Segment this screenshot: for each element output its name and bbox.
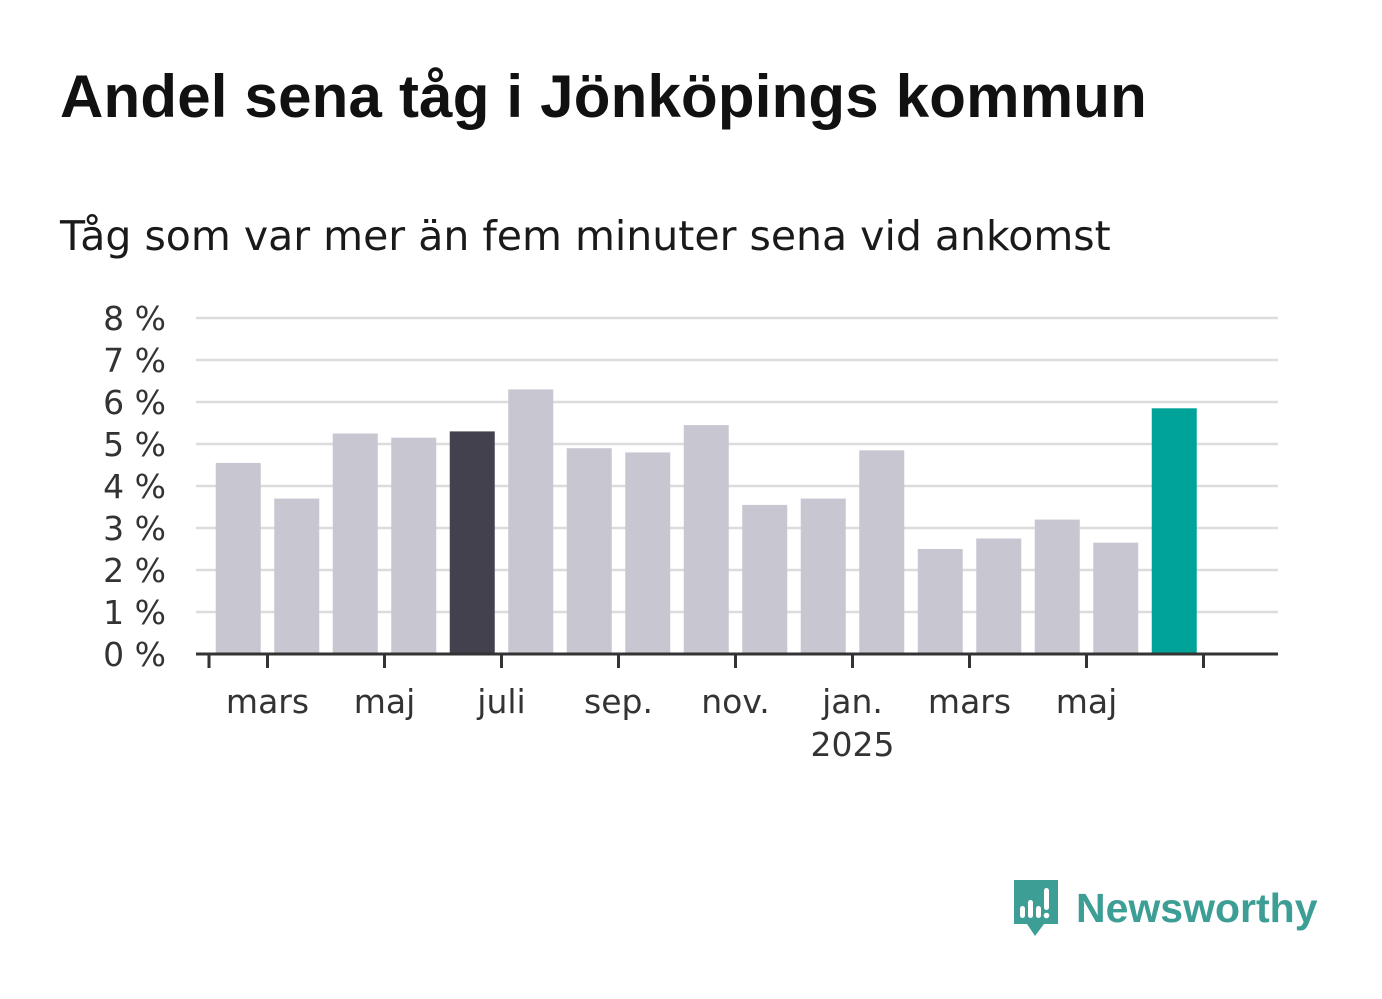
x-tick-year-label: 2025 — [811, 725, 895, 764]
bar — [625, 452, 671, 654]
y-tick-label: 5 % — [103, 425, 166, 464]
x-tick-label: maj — [354, 682, 416, 721]
x-tick-label: nov. — [701, 682, 770, 721]
chart-subtitle: Tåg som var mer än fem minuter sena vid … — [60, 212, 1111, 260]
logo-text: Newsworthy — [1076, 884, 1318, 931]
bar — [976, 538, 1022, 654]
bar — [917, 549, 963, 654]
x-tick-label: mars — [928, 682, 1011, 721]
y-tick-label: 3 % — [103, 509, 166, 548]
bar — [683, 425, 729, 654]
bar — [1034, 519, 1080, 654]
bar — [508, 389, 554, 654]
bar — [215, 462, 261, 654]
bar — [1093, 542, 1139, 654]
y-tick-label: 4 % — [103, 467, 166, 506]
x-axis: mars maj juli sep. nov. jan. 2025 mars maj — [196, 652, 1278, 764]
y-axis: 0 %1 %2 %3 %4 %5 %6 %7 %8 % — [103, 299, 166, 674]
x-tick-label: juli — [476, 682, 525, 721]
y-tick-label: 0 % — [103, 635, 166, 674]
x-tick-label: jan. — [821, 682, 883, 721]
y-tick-label: 6 % — [103, 383, 166, 422]
y-tick-label: 8 % — [103, 299, 166, 338]
bar — [742, 504, 788, 654]
y-tick-label: 1 % — [103, 593, 166, 632]
y-tick-label: 2 % — [103, 551, 166, 590]
bar — [566, 448, 612, 654]
bar — [800, 498, 846, 654]
x-tick-label: mars — [226, 682, 309, 721]
bars — [215, 389, 1197, 654]
bar — [332, 433, 378, 654]
bar — [449, 431, 495, 654]
x-tick-label: sep. — [584, 682, 653, 721]
y-tick-label: 7 % — [103, 341, 166, 380]
newsworthy-bar-chart-icon — [1014, 880, 1058, 936]
newsworthy-logo: Newsworthy — [1010, 876, 1318, 940]
bar — [391, 437, 437, 654]
chart-title: Andel sena tåg i Jönköpings kommun — [60, 63, 1147, 130]
bar — [859, 450, 905, 654]
x-tick-label: maj — [1056, 682, 1118, 721]
bar — [274, 498, 320, 654]
bar — [1151, 408, 1197, 654]
